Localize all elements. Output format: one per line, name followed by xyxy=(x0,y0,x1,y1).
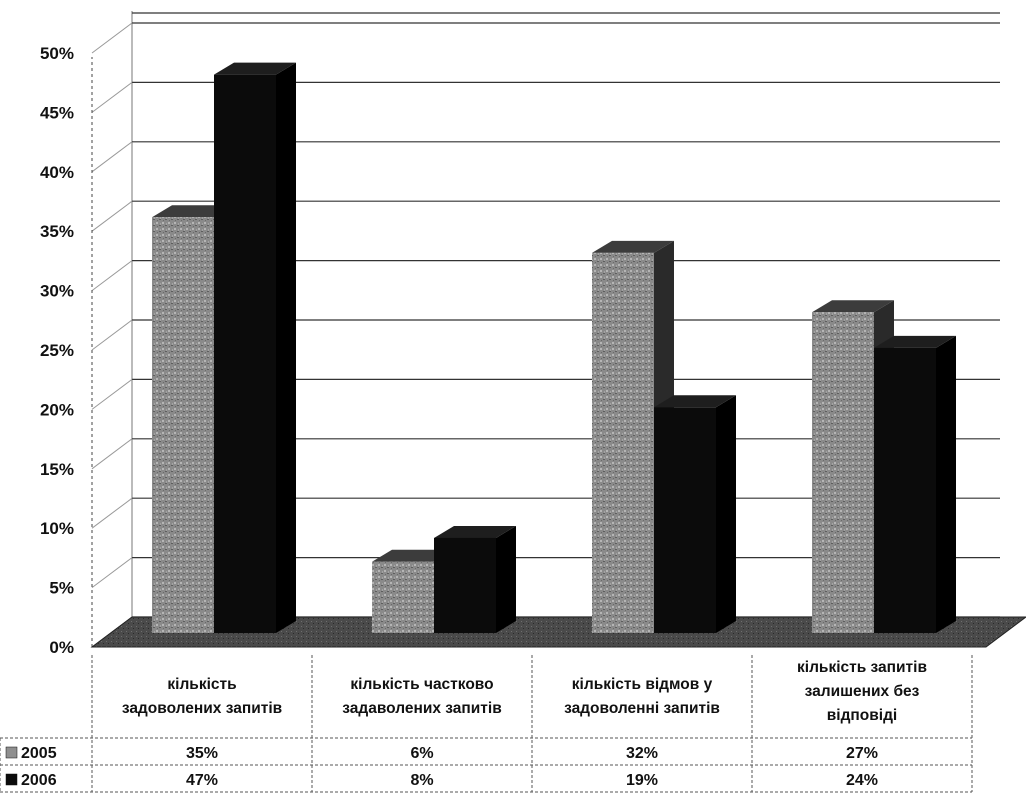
data-label: 32% xyxy=(626,745,658,762)
bar-top xyxy=(214,62,296,75)
bar-top xyxy=(152,205,234,218)
data-label: 35% xyxy=(186,745,218,762)
gridline-side xyxy=(91,438,133,470)
gridline-side xyxy=(91,260,133,292)
bar-2005 xyxy=(152,217,214,633)
bar-2005 xyxy=(372,561,434,633)
data-label: 6% xyxy=(410,745,433,762)
gridline-side xyxy=(91,557,133,588)
gridline-side xyxy=(91,200,133,232)
gridline-side xyxy=(91,22,133,54)
gridline-side xyxy=(91,82,133,113)
bar-side xyxy=(276,62,296,633)
bar-top xyxy=(592,240,674,253)
gridline-side xyxy=(91,497,133,529)
category-label: кількість частково xyxy=(350,676,493,693)
bar-top xyxy=(434,525,516,538)
category-label: відповіді xyxy=(827,707,897,724)
data-label: 27% xyxy=(846,745,878,762)
floor-plane xyxy=(90,616,1026,648)
bar-top xyxy=(654,395,736,408)
chart-floor xyxy=(90,616,1026,648)
category-label: задоволених запитів xyxy=(122,700,282,717)
y-tick-label: 15% xyxy=(40,460,74,479)
category-label: кількість запитів xyxy=(797,659,927,676)
value-axis: 0% 5% 10% 15% 20% 25% 30% 35% 40% 45% 50% xyxy=(40,44,93,657)
legend-label: 2005 xyxy=(21,745,57,762)
y-tick-label: 0% xyxy=(49,638,74,657)
category-label: кількість xyxy=(167,676,236,693)
bar-top xyxy=(874,335,956,348)
legend-key-2005 xyxy=(5,746,18,759)
gridline-side xyxy=(91,319,133,351)
y-tick-label: 5% xyxy=(49,579,74,598)
bar-series xyxy=(152,62,956,633)
bar-2006 xyxy=(434,537,496,633)
gridline-side xyxy=(91,378,133,410)
y-tick-label: 10% xyxy=(40,519,74,538)
data-label: 47% xyxy=(186,772,218,789)
legend-key-2006 xyxy=(5,773,18,786)
y-tick-label: 20% xyxy=(40,400,74,419)
bar-2005 xyxy=(592,252,654,633)
bar-top xyxy=(812,300,894,313)
y-tick-label: 50% xyxy=(40,44,74,63)
y-tick-label: 25% xyxy=(40,341,74,360)
data-table: кількість задоволених запитів кількість ча… xyxy=(0,655,973,793)
bar-2006 xyxy=(654,407,716,633)
bar-2005 xyxy=(812,312,874,633)
bar-side xyxy=(716,395,736,633)
data-label: 19% xyxy=(626,772,658,789)
data-label: 24% xyxy=(846,772,878,789)
bar-top xyxy=(372,549,454,562)
bar-2006 xyxy=(214,74,276,633)
category-label: задоволенні запитів xyxy=(564,700,720,717)
y-tick-label: 40% xyxy=(40,163,74,182)
category-label: кількість відмов у xyxy=(572,676,713,693)
y-tick-label: 35% xyxy=(40,222,74,241)
legend-label: 2006 xyxy=(21,772,57,789)
y-tick-label: 30% xyxy=(40,282,74,301)
category-label: залишених без xyxy=(805,683,920,700)
data-label: 8% xyxy=(410,772,433,789)
bar-side xyxy=(936,335,956,633)
y-tick-label: 45% xyxy=(40,103,74,122)
gridline-side xyxy=(91,141,133,173)
bar-2006 xyxy=(874,347,936,633)
bar-side xyxy=(496,525,516,633)
category-label: задаволених запитів xyxy=(342,700,502,717)
